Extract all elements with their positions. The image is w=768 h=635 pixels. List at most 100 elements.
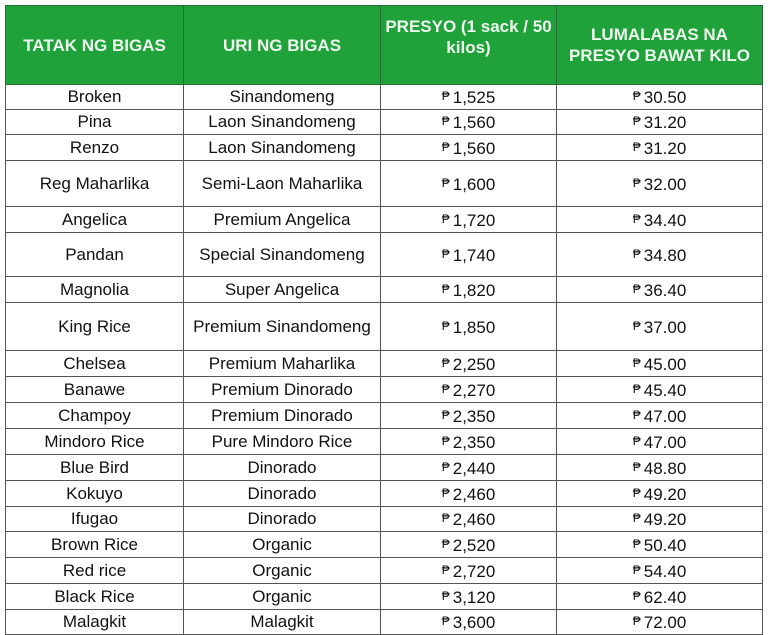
price-value: 2,520 [452,535,496,555]
type-cell: Premium Dinorado [183,402,381,429]
peso-sign: ₱ [632,318,641,333]
brand-cell: Pina [5,109,184,135]
kilo-price-cell: ₱ 49.20 [556,506,763,532]
brand-cell: Red rice [5,557,184,584]
brand-cell: Blue Bird [5,454,184,481]
kilo-price-cell: ₱ 49.20 [556,480,763,507]
type-cell: Dinorado [183,454,381,481]
brand-cell: Mindoro Rice [5,428,184,455]
price-value: 47.00 [643,406,687,426]
sack-price-cell: ₱ 1,560 [380,134,557,161]
price-value: 36.40 [643,280,687,300]
sack-price-cell: ₱ 1,720 [380,206,557,233]
brand-cell: King Rice [5,302,184,351]
kilo-price-cell: ₱ 34.80 [556,232,763,277]
sack-price-cell: ₱ 2,520 [380,531,557,558]
type-cell: Organic [183,557,381,584]
brand-cell: Kokuyo [5,480,184,507]
type-cell: Dinorado [183,506,381,532]
peso-sign: ₱ [441,407,450,422]
price-value: 54.40 [643,561,687,581]
kilo-price-cell: ₱ 72.00 [556,609,763,635]
table-row: Malagkit Malagkit ₱ 3,600 ₱ 72.00 [5,609,763,635]
peso-sign: ₱ [632,175,641,190]
sack-price-cell: ₱ 2,440 [380,454,557,481]
price-value: 3,120 [452,587,496,607]
price-value: 1,740 [452,245,496,265]
table-row: Banawe Premium Dinorado ₱ 2,270 ₱ 45.40 [5,376,763,403]
price-value: 2,250 [452,354,496,374]
peso-sign: ₱ [441,355,450,370]
brand-cell: Chelsea [5,350,184,377]
brand-cell: Banawe [5,376,184,403]
price-value: 1,525 [452,88,496,107]
sack-price-cell: ₱ 3,120 [380,583,557,610]
header-sack-price: PRESYO (1 sack / 50 kilos) [380,5,557,85]
peso-sign: ₱ [632,381,641,396]
peso-sign: ₱ [441,211,450,226]
price-value: 49.20 [643,510,687,529]
peso-sign: ₱ [632,246,641,261]
peso-sign: ₱ [441,381,450,396]
kilo-price-cell: ₱ 47.00 [556,402,763,429]
table-row: Brown Rice Organic ₱ 2,520 ₱ 50.40 [5,531,763,558]
peso-sign: ₱ [441,318,450,333]
peso-sign: ₱ [441,281,450,296]
type-cell: Pure Mindoro Rice [183,428,381,455]
kilo-price-cell: ₱ 45.40 [556,376,763,403]
kilo-price-cell: ₱ 34.40 [556,206,763,233]
table-row: Pina Laon Sinandomeng ₱ 1,560 ₱ 31.20 [5,109,763,135]
sack-price-cell: ₱ 2,460 [380,480,557,507]
brand-cell: Brown Rice [5,531,184,558]
header-brand: TATAK NG BIGAS [5,5,184,85]
brand-cell: Ifugao [5,506,184,532]
peso-sign: ₱ [441,139,450,154]
price-value: 3,600 [452,613,496,632]
peso-sign: ₱ [632,511,641,525]
peso-sign: ₱ [632,211,641,226]
table-row: Broken Sinandomeng ₱ 1,525 ₱ 30.50 [5,84,763,110]
peso-sign: ₱ [632,562,641,577]
type-cell: Organic [183,531,381,558]
header-kilo-price: LUMALABAS NA PRESYO BAWAT KILO [556,5,763,85]
price-value: 62.40 [643,587,687,607]
table-row: Pandan Special Sinandomeng ₱ 1,740 ₱ 34.80 [5,232,763,277]
price-value: 1,820 [452,280,496,300]
table-row: Renzo Laon Sinandomeng ₱ 1,560 ₱ 31.20 [5,134,763,161]
kilo-price-cell: ₱ 31.20 [556,109,763,135]
kilo-price-cell: ₱ 62.40 [556,583,763,610]
brand-cell: Black Rice [5,583,184,610]
kilo-price-cell: ₱ 50.40 [556,531,763,558]
peso-sign: ₱ [441,175,450,190]
sack-price-cell: ₱ 1,740 [380,232,557,277]
peso-sign: ₱ [632,614,641,628]
peso-sign: ₱ [632,355,641,370]
peso-sign: ₱ [632,485,641,500]
peso-sign: ₱ [441,511,450,525]
price-value: 1,560 [452,113,496,132]
type-cell: Laon Sinandomeng [183,109,381,135]
header-type: URI NG BIGAS [183,5,381,85]
sack-price-cell: ₱ 2,720 [380,557,557,584]
kilo-price-cell: ₱ 37.00 [556,302,763,351]
peso-sign: ₱ [441,588,450,603]
peso-sign: ₱ [441,246,450,261]
price-value: 48.80 [643,458,687,478]
price-value: 31.20 [643,113,687,132]
price-value: 1,850 [452,317,496,337]
table-row: King Rice Premium Sinandomeng ₱ 1,850 ₱ 37.00 [5,302,763,351]
sack-price-cell: ₱ 2,350 [380,428,557,455]
peso-sign: ₱ [441,485,450,500]
sack-price-cell: ₱ 1,525 [380,84,557,110]
price-value: 1,720 [452,210,496,230]
table-row: Reg Maharlika Semi-Laon Maharlika ₱ 1,600 ₱ 3… [5,160,763,207]
peso-sign: ₱ [632,139,641,154]
sack-price-cell: ₱ 1,600 [380,160,557,207]
price-value: 2,720 [452,561,496,581]
header-row: TATAK NG BIGAS URI NG BIGAS PRESYO (1 sa… [5,5,763,85]
brand-cell: Champoy [5,402,184,429]
price-value: 2,460 [452,510,496,529]
sack-price-cell: ₱ 1,850 [380,302,557,351]
price-value: 72.00 [643,613,687,632]
price-value: 2,270 [452,380,496,400]
